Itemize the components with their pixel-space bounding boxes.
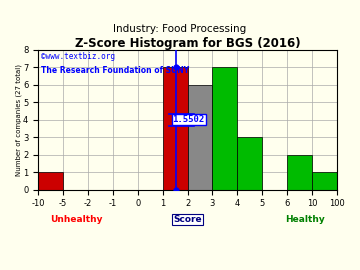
Text: The Research Foundation of SUNY: The Research Foundation of SUNY xyxy=(41,66,189,75)
Bar xyxy=(188,85,212,190)
Bar xyxy=(287,155,312,190)
Y-axis label: Number of companies (27 total): Number of companies (27 total) xyxy=(15,64,22,176)
Text: 1.5502: 1.5502 xyxy=(172,115,205,124)
Text: Industry: Food Processing: Industry: Food Processing xyxy=(113,24,247,34)
Text: ©www.textbiz.org: ©www.textbiz.org xyxy=(41,52,115,61)
Bar xyxy=(312,172,337,190)
Bar xyxy=(237,137,262,190)
Bar xyxy=(38,172,63,190)
Text: Healthy: Healthy xyxy=(285,215,325,224)
Text: Score: Score xyxy=(173,215,202,224)
Title: Z-Score Histogram for BGS (2016): Z-Score Histogram for BGS (2016) xyxy=(75,37,300,50)
Bar xyxy=(163,67,188,190)
Text: Unhealthy: Unhealthy xyxy=(50,215,103,224)
Bar xyxy=(212,67,237,190)
